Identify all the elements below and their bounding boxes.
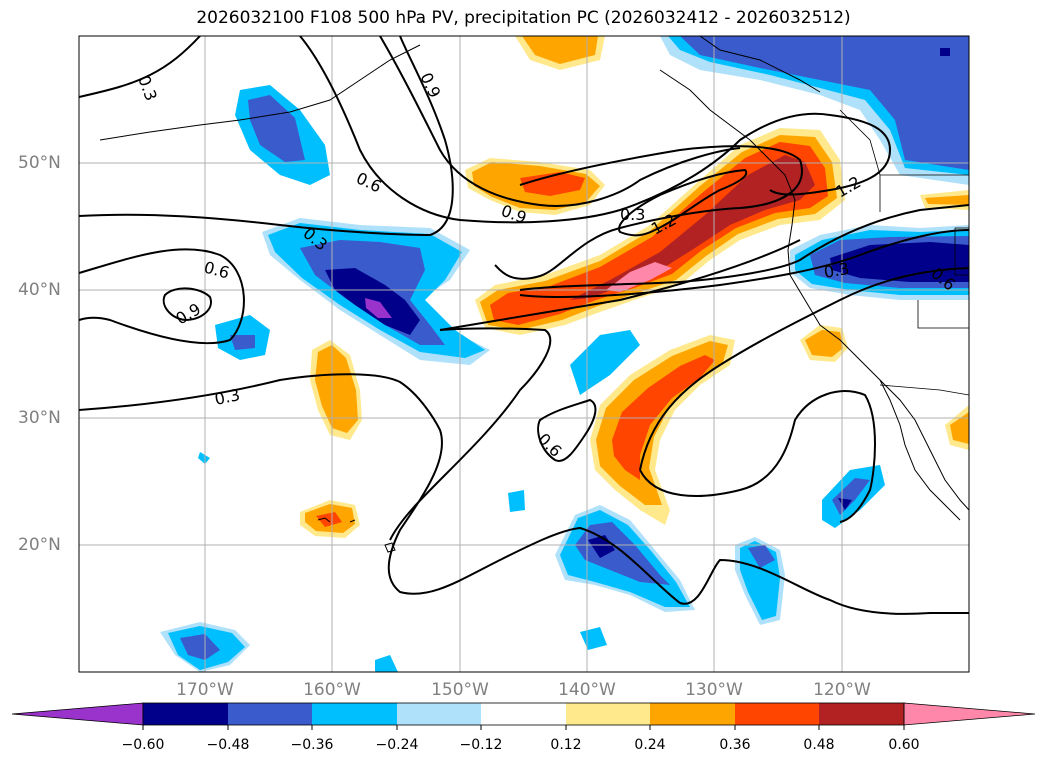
- colorbar-swatch: [650, 703, 735, 725]
- pv-contour-label: 0.3: [213, 385, 242, 409]
- lat-tick-label: 30°N: [18, 408, 61, 428]
- colorbar-tick-label: 0.60: [888, 737, 920, 753]
- precip-fill-positive: [316, 512, 342, 527]
- precip-fill-negative: [198, 452, 210, 464]
- precip-fill-positive: [805, 330, 843, 357]
- chart-title: 2026032100 F108 500 hPa PV, precipitatio…: [196, 8, 851, 28]
- precip-fill-negative: [508, 490, 525, 512]
- colorbar-tick-label: −0.36: [290, 737, 334, 753]
- precip-fill-negative: [248, 95, 305, 162]
- colorbar-tick-label: 0.36: [719, 737, 751, 753]
- precip-fill-positive: [315, 345, 358, 433]
- lat-tick-label: 50°N: [18, 153, 61, 173]
- precip-fill-positive: [612, 355, 715, 480]
- pv-contour-label: 0.3: [822, 259, 850, 282]
- colorbar-tick-label: 0.48: [803, 737, 835, 753]
- colorbar-swatch: [312, 703, 397, 725]
- colorbar-tick-label: −0.24: [375, 737, 419, 753]
- colorbar-swatch: [735, 703, 819, 725]
- lat-tick-label: 40°N: [18, 280, 61, 300]
- coastlines: [99, 36, 969, 553]
- lat-tick-label: 20°N: [18, 535, 61, 555]
- lon-tick-label: 150°W: [431, 680, 489, 700]
- precip-fill-negative: [680, 36, 969, 170]
- lon-tick-label: 160°W: [303, 680, 361, 700]
- map-frame: [78, 35, 970, 673]
- precip-fill-positive: [950, 412, 969, 444]
- colorbar-tick-label: −0.48: [206, 737, 250, 753]
- lon-tick-label: 170°W: [176, 680, 234, 700]
- colorbar-tick-label: 0.24: [634, 737, 666, 753]
- lon-tick-label: 130°W: [685, 680, 743, 700]
- colorbar-swatch: [397, 703, 481, 725]
- colorbar-swatch: [566, 703, 650, 725]
- colorbar-tick-label: −0.12: [459, 737, 503, 753]
- colorbar-tick-label: 0.12: [550, 737, 582, 753]
- precip-fill-negative: [230, 335, 255, 350]
- precip-fill-positive: [925, 195, 969, 205]
- colorbar-swatch: [143, 703, 228, 725]
- colorbar-frame: [142, 702, 905, 726]
- colorbar-swatch: [228, 703, 312, 725]
- precip-fill-negative: [180, 634, 220, 660]
- precip-fill-negative: [940, 48, 950, 56]
- precip-fill-positive: [520, 172, 585, 196]
- pv-contours: [79, 36, 969, 615]
- precip-fill-positive: [522, 36, 598, 64]
- colorbar-swatch: [819, 703, 904, 725]
- colorbar-tick-label: −0.60: [121, 737, 165, 753]
- precip-fill-positive: [570, 155, 815, 300]
- map-plot-area: 0.3 0.6 0.9 1.2 0.3 0.6 0.9 0.3 0.6 0.9 …: [79, 36, 969, 672]
- country-borders: [839, 109, 969, 396]
- precip-fill-negative: [365, 298, 392, 318]
- pv-contour-label: 0.3: [620, 205, 645, 224]
- colorbar: [11, 702, 1036, 730]
- gridlines: [79, 36, 969, 672]
- precip-fill-negative: [375, 655, 398, 672]
- lon-tick-label: 140°W: [558, 680, 616, 700]
- colorbar-extend-low: [11, 702, 144, 726]
- lon-tick-label: 120°W: [813, 680, 871, 700]
- colorbar-extend-high: [903, 702, 1036, 726]
- colorbar-swatch: [481, 703, 566, 725]
- precip-fill-negative: [748, 545, 775, 568]
